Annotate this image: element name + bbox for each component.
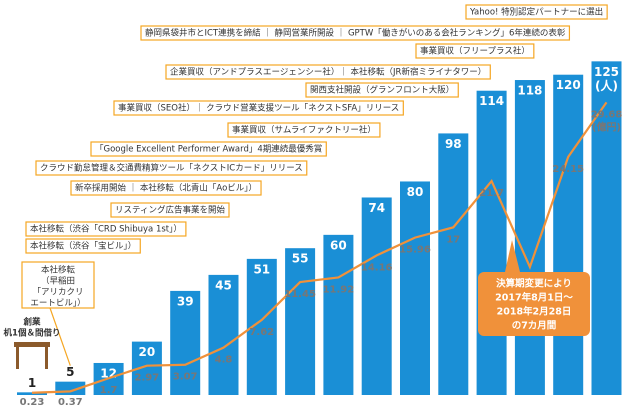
annotation: 事業買収（サムライファクトリー社） xyxy=(232,125,376,136)
bar-label: 20 xyxy=(139,345,156,359)
bar-label: 80 xyxy=(407,185,424,199)
founding-note: 創業 xyxy=(22,317,41,328)
bar-label: 125 xyxy=(594,65,619,79)
bar-label: 118 xyxy=(517,84,542,98)
line-label: 7.62 xyxy=(249,327,274,338)
office-note-box xyxy=(21,261,95,309)
annotation: 本社移転（渋谷「宝ビル」） xyxy=(30,241,136,252)
office-note: （早稲田 xyxy=(41,276,75,287)
bar-label: 45 xyxy=(215,278,232,292)
line-label: 11.45 xyxy=(284,289,316,300)
annotation: 本社移転（渋谷「CRD Shibuya 1st」） xyxy=(30,224,182,235)
bar xyxy=(170,290,201,395)
period-note-pointer xyxy=(505,240,520,272)
bar xyxy=(208,274,239,395)
bar-unit: (人) xyxy=(595,78,618,93)
annotation-box xyxy=(227,122,381,138)
annotation: 企業買収（アンドプラスエージェンシー社）｜ 本社移転（JR新宿ミライナタワー） xyxy=(170,67,486,78)
annotation-box xyxy=(25,238,141,254)
annotation-box xyxy=(113,100,404,116)
line-label: 14.16 xyxy=(361,262,393,273)
desk-leg xyxy=(16,347,19,369)
bar-label: 55 xyxy=(292,252,309,266)
line-label: 11.92 xyxy=(323,284,355,295)
period-note: 2018年2月28日 xyxy=(497,306,572,318)
annotation-box xyxy=(110,202,230,218)
bar-label: 51 xyxy=(253,262,270,276)
line-label: 0.37 xyxy=(58,397,83,408)
annotation-box xyxy=(25,221,187,237)
annotation-box xyxy=(70,180,262,196)
bar-label: 39 xyxy=(177,294,194,308)
desk-leg xyxy=(45,347,48,369)
annotation-box xyxy=(165,64,491,80)
bar xyxy=(361,197,392,395)
annotation-box xyxy=(465,4,608,20)
desk-top xyxy=(14,342,50,347)
period-note: 決算期変更により xyxy=(496,278,572,290)
annotation: 「Google Excellent Performer Award」4期連続最優… xyxy=(95,144,322,155)
line-label: 15.96 xyxy=(399,245,431,256)
annotation: 事業買収（SEO社）｜ クラウド営業支援ツール「ネクストSFA」リリース xyxy=(118,103,399,114)
annotation: 関西支社開設（グランフロント大阪） xyxy=(310,85,454,96)
founding-note: 机1個＆間借り xyxy=(4,328,61,339)
bar xyxy=(400,181,430,395)
bar xyxy=(438,133,469,395)
period-note: 2017年8月1日～ xyxy=(495,292,573,304)
line-unit: (億円) xyxy=(592,120,621,133)
bar xyxy=(285,248,316,395)
bar-label: 114 xyxy=(479,94,504,108)
period-note-box xyxy=(478,272,590,336)
bar-label: 5 xyxy=(66,365,74,379)
bar xyxy=(553,74,584,395)
office-note: 本社移転 xyxy=(41,265,76,276)
annotation-box xyxy=(90,141,327,157)
bar xyxy=(323,234,354,395)
bar-label: 120 xyxy=(556,78,581,92)
line-label: 17 xyxy=(446,234,460,245)
period-note: の7カ月間 xyxy=(512,320,557,332)
bar-label: 60 xyxy=(330,238,347,252)
annotation: リスティング広告事業を開始 xyxy=(115,205,225,216)
annotation: 事業買収（フリープラス社） xyxy=(420,46,530,57)
pointer xyxy=(49,307,71,366)
annotation: 静岡県袋井市とICT連携を締結 ｜ 静岡営業所開設 ｜ GPTW「働きがいのある… xyxy=(145,28,566,39)
line-label: 21.7 xyxy=(479,188,504,199)
line-label: 4.8 xyxy=(215,355,233,366)
annotation-box xyxy=(140,25,571,41)
line-label: 3.07 xyxy=(173,372,198,383)
annotation: クラウド勤怠管理＆交通費精算ツール「ネクストICカード」リリース xyxy=(40,163,303,174)
line-label: 1.7 xyxy=(100,385,118,396)
line-label: 0.23 xyxy=(20,397,45,408)
annotation-box xyxy=(35,160,308,176)
office-note: 「アリカクリ xyxy=(32,288,83,298)
annotation-box xyxy=(305,82,459,98)
line-label: 29.68 xyxy=(591,109,623,120)
annotation-box xyxy=(415,43,535,59)
line-label: 24.15 xyxy=(552,164,584,175)
annotation: 新卒採用開始 ｜ 本社移転（北青山「Aoビル」） xyxy=(75,183,257,194)
annotation: Yahoo! 特別認定パートナーに選出 xyxy=(469,7,603,18)
office-note: エートビル」） xyxy=(30,298,85,309)
bar xyxy=(476,90,507,395)
line-label: 2.97 xyxy=(135,373,160,384)
bar-label: 1 xyxy=(28,376,36,390)
bar xyxy=(17,392,47,395)
bar-label: 98 xyxy=(445,137,462,151)
revenue-line xyxy=(31,101,608,394)
bar-label: 74 xyxy=(368,201,385,215)
